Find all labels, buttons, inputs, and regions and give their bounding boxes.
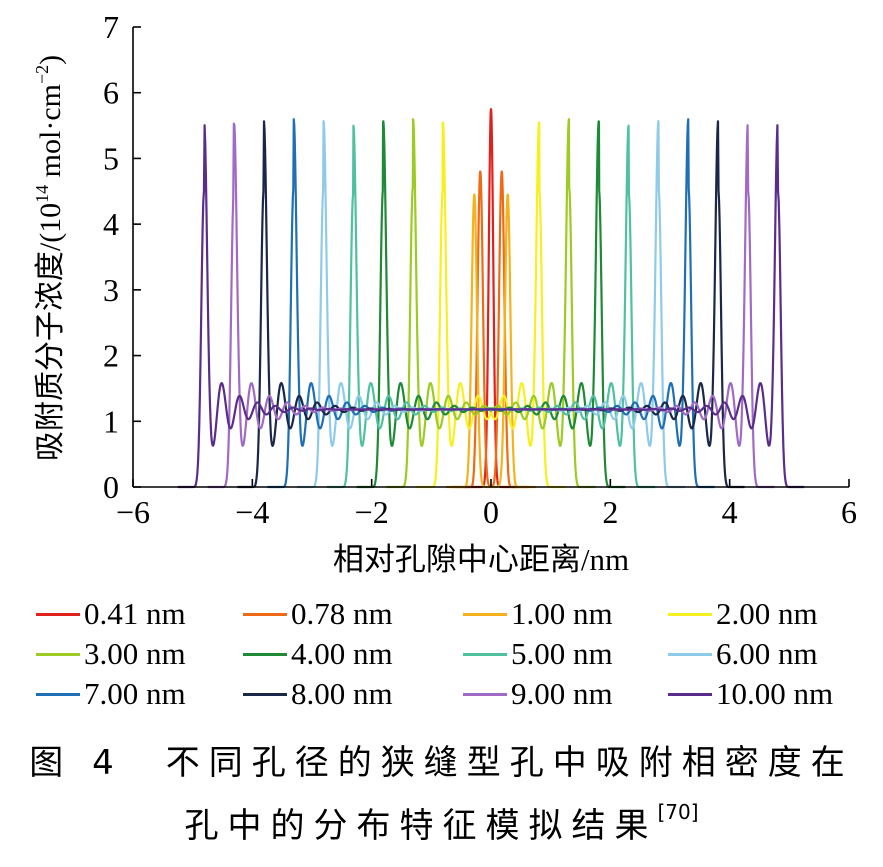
legend-item-0-41nm: 0.41 nm bbox=[36, 596, 186, 632]
y-tick-label-7: 7 bbox=[103, 9, 119, 45]
y-axis-title: 吸附质分子浓度/(1014 mol·cm−2) bbox=[32, 55, 67, 461]
caption-line-2-text: 孔中的分布特征模拟结果 bbox=[184, 806, 658, 846]
legend-item-7-00nm: 7.00 nm bbox=[36, 676, 186, 712]
legend-swatch-0-78nm bbox=[243, 612, 287, 616]
caption-line-1-text: 图 4 不同孔径的狭缝型孔中吸附相密度在 bbox=[29, 743, 854, 783]
legend-item-6-00nm: 6.00 nm bbox=[668, 636, 818, 672]
legend-swatch-7-00nm bbox=[36, 692, 80, 696]
legend-label-0-41nm: 0.41 nm bbox=[84, 596, 186, 631]
x-tick-label-4: 2 bbox=[602, 494, 618, 530]
legend-item-10-00nm: 10.00 nm bbox=[668, 676, 833, 712]
series-line-3-00nm bbox=[386, 118, 596, 489]
legend-swatch-9-00nm bbox=[463, 692, 507, 696]
legend-swatch-1-00nm bbox=[463, 612, 507, 616]
legend-item-3-00nm: 3.00 nm bbox=[36, 636, 186, 672]
legend-swatch-4-00nm bbox=[243, 652, 287, 656]
series-line-8-00nm bbox=[237, 120, 745, 489]
caption-line-2: 孔中的分布特征模拟结果[70] bbox=[0, 798, 883, 847]
x-axis-title: 相对孔隙中心距离/nm bbox=[333, 542, 629, 577]
legend-label-9-00nm: 9.00 nm bbox=[511, 676, 613, 711]
legend-swatch-3-00nm bbox=[36, 652, 80, 656]
series-line-5-00nm bbox=[326, 124, 656, 489]
y-tick-label-6: 6 bbox=[103, 75, 119, 111]
caption-line-1: 图 4 不同孔径的狭缝型孔中吸附相密度在 bbox=[0, 735, 883, 784]
legend-item-8-00nm: 8.00 nm bbox=[243, 676, 393, 712]
legend-swatch-10-00nm bbox=[668, 692, 712, 696]
x-tick-label-5: 4 bbox=[722, 494, 738, 530]
y-tick-label-0: 0 bbox=[103, 469, 119, 505]
legend-label-2-00nm: 2.00 nm bbox=[716, 596, 818, 631]
series-line-1-00nm bbox=[446, 193, 536, 489]
series-line-4-00nm bbox=[356, 120, 626, 489]
legend-swatch-5-00nm bbox=[463, 652, 507, 656]
legend-label-5-00nm: 5.00 nm bbox=[511, 636, 613, 671]
series-line-2-00nm bbox=[416, 121, 566, 489]
y-axis-title-close: ) bbox=[34, 55, 67, 65]
legend-swatch-8-00nm bbox=[243, 692, 287, 696]
y-tick-label-4: 4 bbox=[103, 206, 119, 242]
series-line-0-78nm bbox=[452, 170, 530, 489]
legend-item-4-00nm: 4.00 nm bbox=[243, 636, 393, 672]
x-tick-label-1: −4 bbox=[235, 494, 269, 530]
legend-item-2-00nm: 2.00 nm bbox=[668, 596, 818, 632]
series-layer bbox=[177, 108, 805, 489]
caption-reference: [70] bbox=[657, 800, 699, 824]
legend-label-10-00nm: 10.00 nm bbox=[716, 676, 834, 711]
y-tick-label-5: 5 bbox=[103, 140, 119, 176]
axis-layer bbox=[132, 26, 850, 488]
y-axis-title-unit: mol·cm bbox=[34, 84, 67, 185]
x-tick-label-3: 0 bbox=[483, 494, 499, 530]
legend-label-0-78nm: 0.78 nm bbox=[291, 596, 393, 631]
legend-label-6-00nm: 6.00 nm bbox=[716, 636, 818, 671]
y-axis-title-exp: 14 bbox=[32, 185, 52, 203]
legend-swatch-0-41nm bbox=[36, 612, 80, 616]
chart-area: −6 −4 −2 0 2 4 6 0 1 2 3 4 5 6 7 相对孔隙中心距离/nm 吸附质分子浓度/(10… bbox=[32, 9, 857, 577]
y-tick-label-3: 3 bbox=[103, 272, 119, 308]
legend-label-7-00nm: 7.00 nm bbox=[84, 676, 186, 711]
legend-item-9-00nm: 9.00 nm bbox=[463, 676, 613, 712]
legend-item-0-78nm: 0.78 nm bbox=[243, 596, 393, 632]
x-tick-label-0: −6 bbox=[116, 494, 150, 530]
legend-label-1-00nm: 1.00 nm bbox=[511, 596, 613, 631]
y-axis-title-unit-exp: −2 bbox=[32, 65, 52, 84]
y-tick-label-2: 2 bbox=[103, 338, 119, 374]
y-axis-title-main: 吸附质分子浓度/(10 bbox=[34, 203, 67, 461]
legend-label-8-00nm: 8.00 nm bbox=[291, 676, 393, 711]
legend-item-1-00nm: 1.00 nm bbox=[463, 596, 613, 632]
x-tick-label-6: 6 bbox=[841, 494, 857, 530]
label-layer: −6 −4 −2 0 2 4 6 0 1 2 3 4 5 6 7 相对孔隙中心距离/nm 吸附质分子浓度/(10… bbox=[32, 9, 857, 577]
legend-item-5-00nm: 5.00 nm bbox=[463, 636, 613, 672]
series-line-10-00nm bbox=[177, 124, 805, 489]
legend-label-3-00nm: 3.00 nm bbox=[84, 636, 186, 671]
legend-swatch-2-00nm bbox=[668, 612, 712, 616]
legend-label-4-00nm: 4.00 nm bbox=[291, 636, 393, 671]
y-tick-label-1: 1 bbox=[103, 403, 119, 439]
legend-swatch-6-00nm bbox=[668, 652, 712, 656]
x-tick-label-2: −2 bbox=[355, 494, 389, 530]
